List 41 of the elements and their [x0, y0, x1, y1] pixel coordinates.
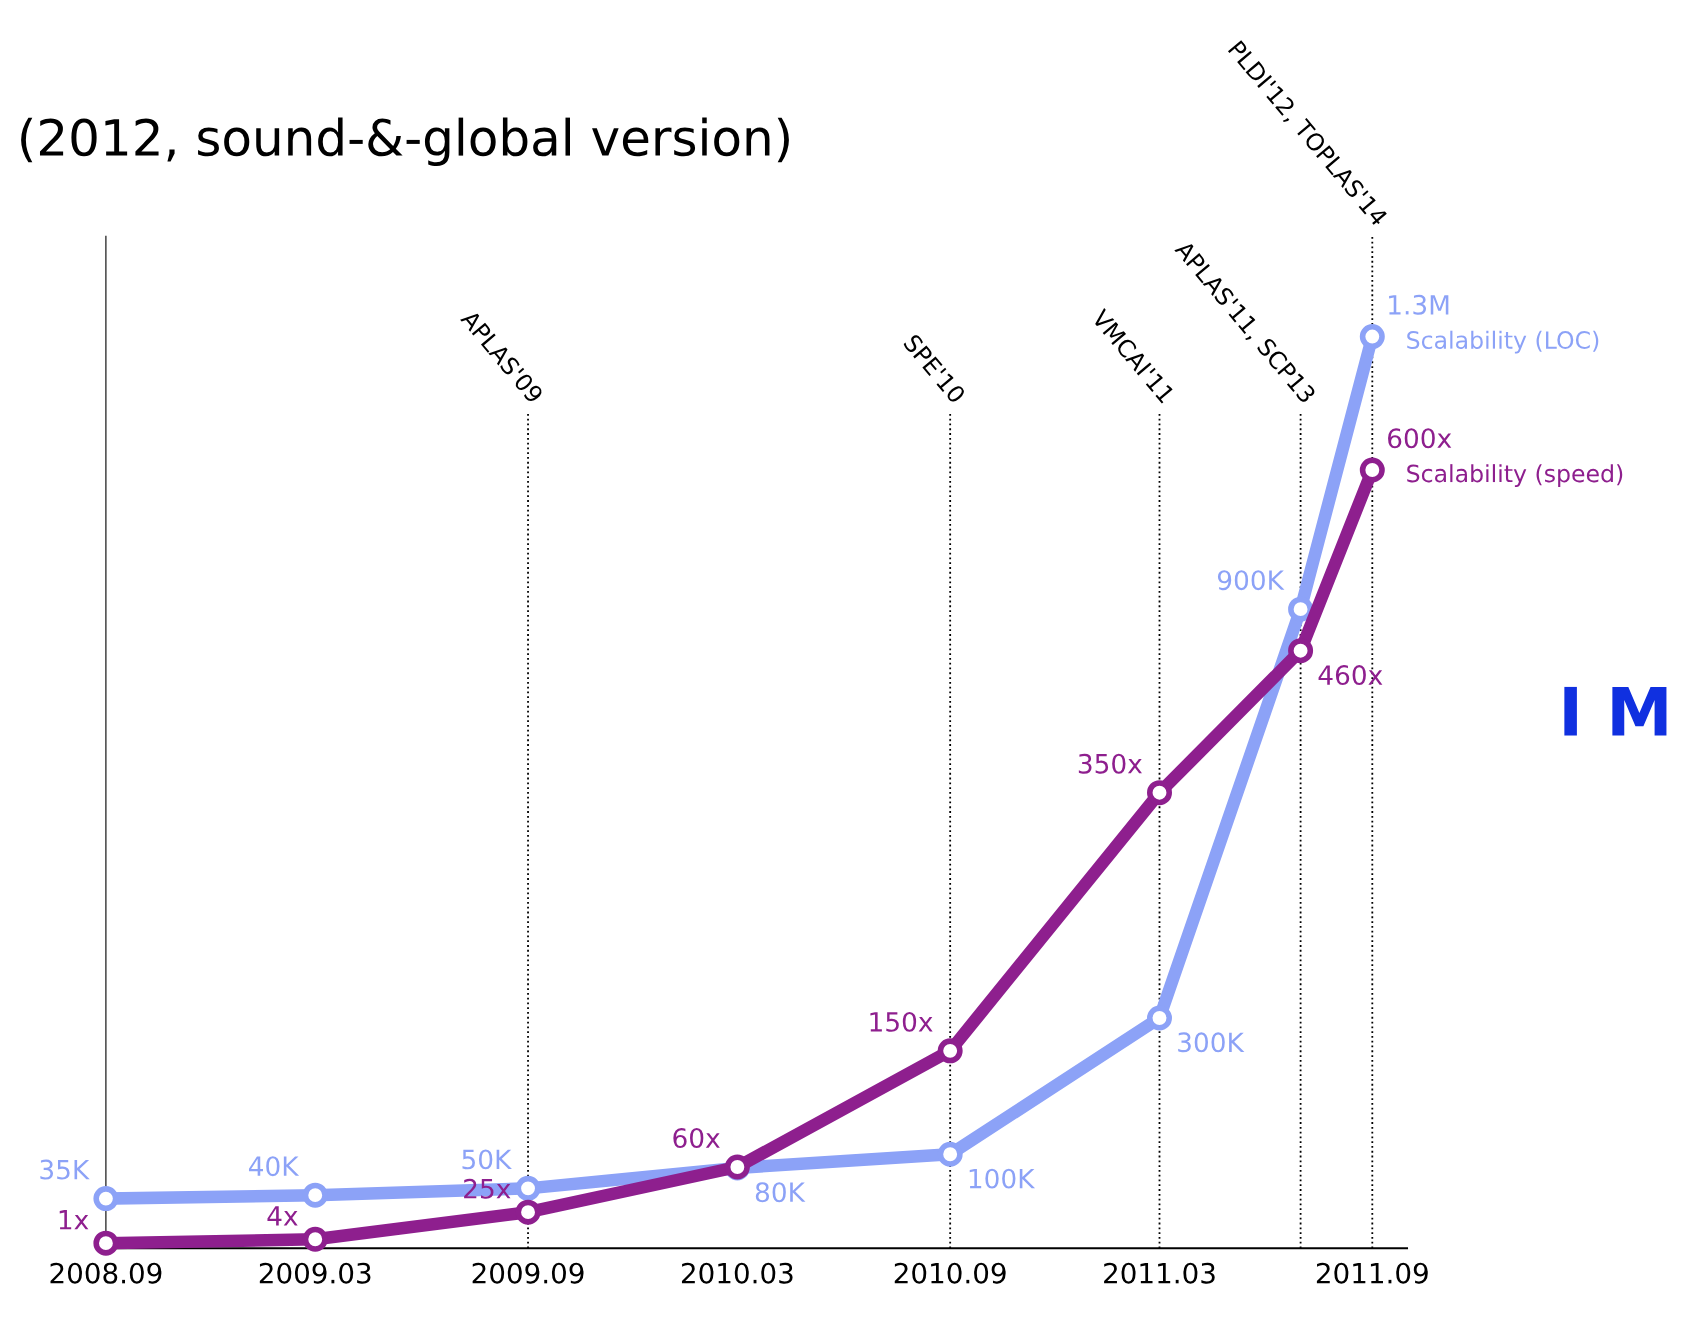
point [1288, 638, 1314, 664]
x-tick-label: 2011.09 [1316, 1262, 1428, 1284]
data-label: 60x [673, 1128, 720, 1148]
data-label: 150x [870, 1011, 933, 1032]
data-label: 4x [267, 1206, 298, 1226]
data-label: 25x [464, 1178, 511, 1199]
data-label: 350x [1078, 753, 1142, 774]
point [1359, 457, 1385, 483]
series-label: Scalability (LOC) [1407, 330, 1599, 354]
data-label: 900K [1217, 570, 1285, 591]
series-label: Scalability (speed) [1407, 464, 1623, 487]
point [1147, 1005, 1172, 1031]
point [937, 1141, 963, 1167]
x-tick-label: 2010.09 [894, 1262, 1006, 1284]
data-label: 1.3M [1389, 294, 1449, 315]
point [1147, 780, 1172, 806]
data-label: 80K [755, 1182, 806, 1203]
text: I M [1564, 686, 1667, 736]
data-label: 300K [1178, 1032, 1245, 1053]
chart-title: (2012, sound-&-global version) [21, 117, 789, 166]
data-label: 460x [1318, 665, 1383, 686]
data-label: 100K [969, 1168, 1036, 1189]
point [515, 1175, 541, 1201]
data-label: 40K [248, 1156, 300, 1177]
x-tick-label: 2010.03 [681, 1262, 793, 1284]
point [937, 1038, 963, 1064]
point [302, 1182, 328, 1208]
point [302, 1226, 328, 1252]
x-tick-label: 2009.03 [259, 1262, 371, 1284]
point [1359, 324, 1385, 350]
point [515, 1199, 541, 1225]
data-label: 35K [40, 1159, 90, 1180]
point [93, 1230, 119, 1256]
data-label: 50K [462, 1149, 512, 1170]
point [93, 1186, 119, 1212]
data-label: 1x [59, 1210, 89, 1230]
x-tick-label: 2011.03 [1104, 1262, 1215, 1284]
point [1288, 596, 1314, 622]
x-tick-label: 2009.09 [472, 1262, 584, 1284]
data-label: 600x [1388, 428, 1452, 449]
x-tick-label: 2008.09 [50, 1262, 162, 1284]
